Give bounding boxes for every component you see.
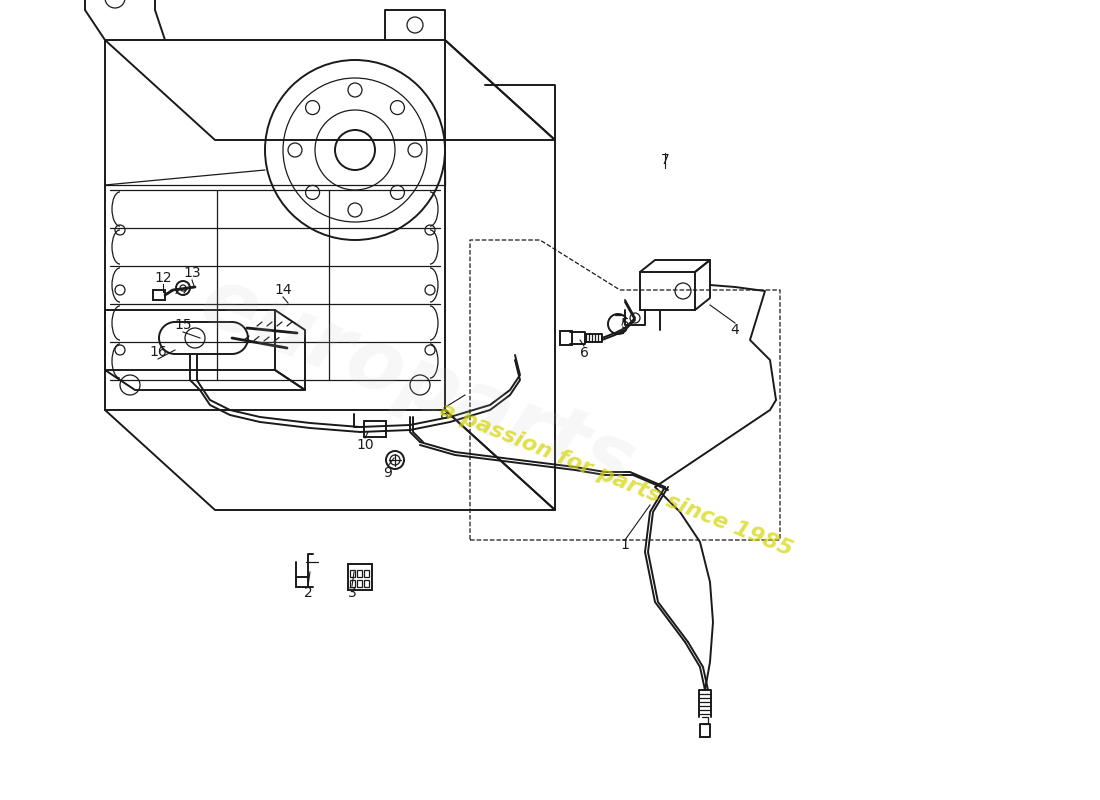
- Text: 15: 15: [174, 318, 191, 332]
- Text: 9: 9: [384, 466, 393, 480]
- Text: 14: 14: [274, 283, 292, 297]
- Bar: [640, 272, 695, 310]
- Text: 2: 2: [304, 586, 312, 600]
- Bar: [560, 331, 572, 345]
- Bar: [364, 570, 368, 577]
- Text: 6: 6: [580, 346, 588, 360]
- Text: 5: 5: [620, 317, 629, 331]
- Bar: [153, 290, 165, 300]
- Bar: [364, 580, 368, 587]
- Text: 16: 16: [150, 345, 167, 359]
- Text: 3: 3: [348, 586, 356, 600]
- Bar: [350, 570, 355, 577]
- Bar: [358, 580, 362, 587]
- Text: 8: 8: [440, 408, 449, 422]
- Text: europarts: europarts: [189, 260, 647, 508]
- Text: 13: 13: [184, 266, 201, 280]
- Bar: [364, 421, 386, 437]
- Text: 10: 10: [356, 438, 374, 452]
- Text: a passion for parts since 1985: a passion for parts since 1985: [437, 400, 795, 560]
- Bar: [350, 580, 355, 587]
- Text: 7: 7: [661, 153, 670, 167]
- Text: 4: 4: [730, 323, 739, 337]
- Text: 12: 12: [154, 271, 172, 285]
- Bar: [348, 564, 372, 590]
- Bar: [358, 570, 362, 577]
- Text: 1: 1: [620, 538, 629, 552]
